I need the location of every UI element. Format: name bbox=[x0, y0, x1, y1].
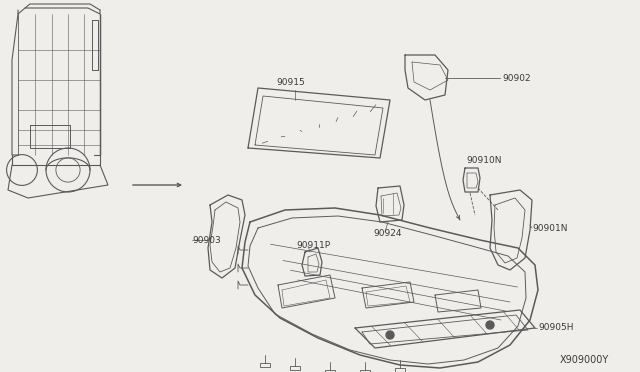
Text: 90903: 90903 bbox=[192, 235, 221, 244]
Text: 90924: 90924 bbox=[373, 228, 401, 237]
Text: 90915: 90915 bbox=[276, 77, 305, 87]
Text: 90905H: 90905H bbox=[538, 324, 573, 333]
Text: 90911P: 90911P bbox=[296, 241, 330, 250]
Text: 90910N: 90910N bbox=[466, 155, 502, 164]
Circle shape bbox=[386, 331, 394, 339]
Circle shape bbox=[486, 321, 494, 329]
Text: 90901N: 90901N bbox=[532, 224, 568, 232]
Text: 90902: 90902 bbox=[502, 74, 531, 83]
Text: X909000Y: X909000Y bbox=[560, 355, 609, 365]
